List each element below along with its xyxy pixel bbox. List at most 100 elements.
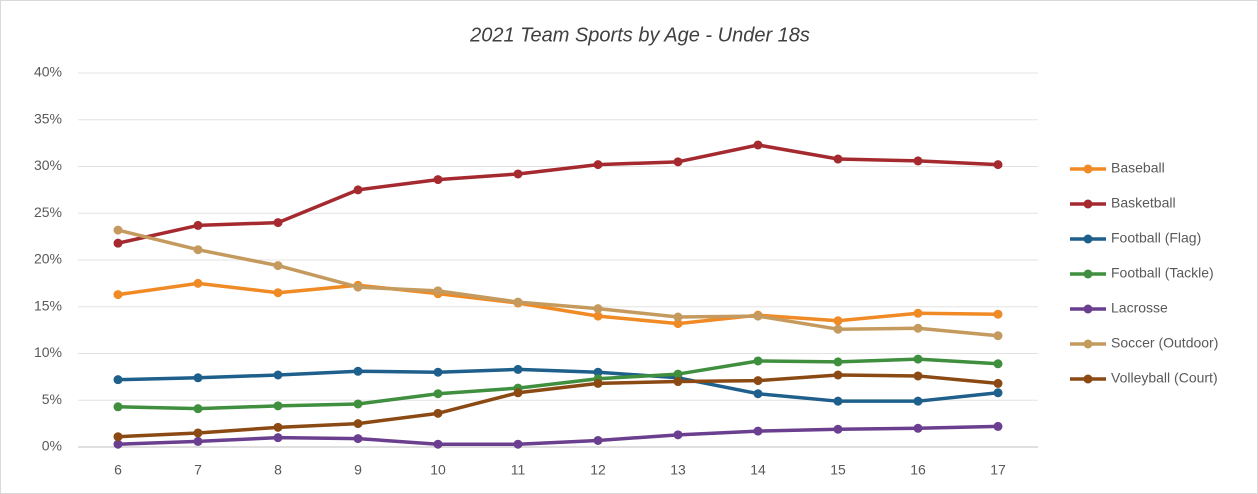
point <box>273 401 283 411</box>
point <box>913 354 923 364</box>
point <box>113 402 123 412</box>
point <box>593 311 603 321</box>
point <box>513 364 523 374</box>
point <box>753 140 763 150</box>
legend-marker <box>1083 374 1093 384</box>
point <box>113 238 123 248</box>
point <box>113 375 123 385</box>
point <box>513 388 523 398</box>
legend-marker <box>1083 304 1093 314</box>
y-tick-label: 30% <box>34 157 62 173</box>
legend-label: Basketball <box>1111 195 1176 211</box>
point <box>353 434 363 444</box>
point <box>273 218 283 228</box>
point <box>593 304 603 314</box>
y-tick-label: 15% <box>34 297 62 313</box>
point <box>753 389 763 399</box>
series-line <box>117 373 999 439</box>
x-tick-label: 12 <box>590 462 606 478</box>
point <box>833 357 843 367</box>
point <box>673 430 683 440</box>
point <box>273 261 283 271</box>
point <box>913 308 923 318</box>
series-line <box>117 228 999 338</box>
y-tick-label: 25% <box>34 204 62 220</box>
point <box>993 421 1003 431</box>
point <box>353 399 363 409</box>
point <box>913 423 923 433</box>
point <box>593 435 603 445</box>
point <box>513 297 523 307</box>
y-tick-label: 0% <box>42 438 62 454</box>
series-line <box>117 357 999 411</box>
x-tick-label: 14 <box>750 462 766 478</box>
point <box>353 419 363 429</box>
legend-label: Lacrosse <box>1111 300 1168 316</box>
chart-title: 2021 Team Sports by Age - Under 18s <box>469 24 810 46</box>
point <box>113 225 123 235</box>
point <box>833 154 843 164</box>
point <box>833 424 843 434</box>
series-line <box>117 143 999 245</box>
y-tick-label: 20% <box>34 251 62 267</box>
point <box>193 220 203 230</box>
point <box>193 373 203 383</box>
point <box>193 278 203 288</box>
point <box>833 316 843 326</box>
x-tick-label: 8 <box>274 462 282 478</box>
point <box>913 323 923 333</box>
point <box>753 426 763 436</box>
point <box>593 378 603 388</box>
series-line <box>117 367 999 403</box>
point <box>673 157 683 167</box>
legend-label: Volleyball (Court) <box>1111 370 1218 386</box>
series-line <box>117 424 999 446</box>
x-tick-label: 13 <box>670 462 686 478</box>
x-tick-label: 6 <box>114 462 122 478</box>
point <box>993 331 1003 341</box>
point <box>833 370 843 380</box>
point <box>193 436 203 446</box>
legend-label: Baseball <box>1111 160 1165 176</box>
point <box>753 356 763 366</box>
legend-label: Football (Flag) <box>1111 230 1201 246</box>
x-tick-label: 11 <box>511 462 526 478</box>
legend-marker <box>1083 164 1093 174</box>
y-tick-label: 40% <box>34 64 62 80</box>
point <box>833 324 843 334</box>
y-tick-label: 35% <box>34 110 62 126</box>
point <box>193 404 203 414</box>
y-tick-label: 10% <box>34 344 62 360</box>
x-tick-label: 16 <box>910 462 926 478</box>
point <box>673 377 683 387</box>
x-tick-label: 7 <box>194 462 202 478</box>
point <box>433 389 443 399</box>
point <box>113 439 123 449</box>
point <box>513 169 523 179</box>
legend-marker <box>1083 339 1093 349</box>
point <box>273 422 283 432</box>
point <box>993 378 1003 388</box>
point <box>593 160 603 170</box>
point <box>913 396 923 406</box>
x-tick-label: 9 <box>354 462 362 478</box>
point <box>993 309 1003 319</box>
point <box>673 319 683 329</box>
point <box>513 439 523 449</box>
point <box>433 286 443 296</box>
point <box>993 359 1003 369</box>
point <box>993 160 1003 170</box>
x-tick-label: 15 <box>830 462 846 478</box>
legend-marker <box>1083 269 1093 279</box>
point <box>353 366 363 376</box>
point <box>353 282 363 292</box>
series-line <box>117 281 999 326</box>
point <box>433 408 443 418</box>
x-tick-label: 10 <box>430 462 446 478</box>
point <box>193 428 203 438</box>
point <box>273 433 283 443</box>
point <box>433 439 443 449</box>
legend-label: Football (Tackle) <box>1111 265 1214 281</box>
